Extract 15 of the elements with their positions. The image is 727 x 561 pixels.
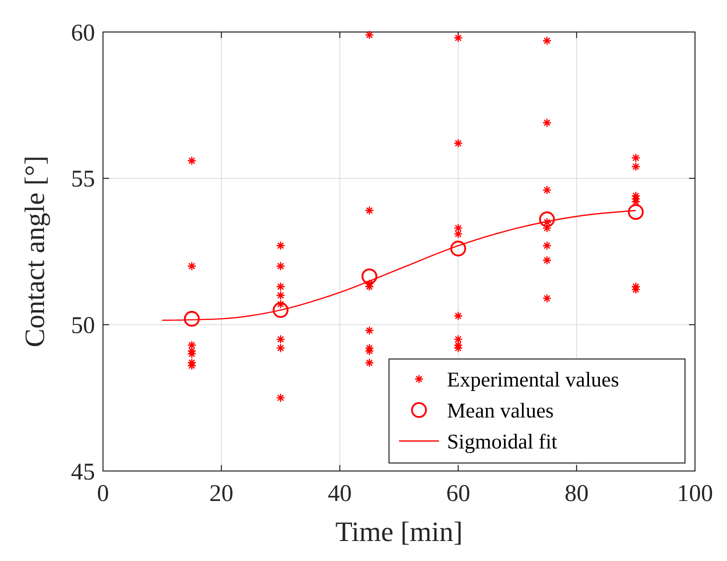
x-tick-label: 20 — [209, 481, 234, 507]
x-tick-label: 40 — [328, 481, 352, 507]
x-axis-title: Time [min] — [335, 517, 463, 548]
y-tick-label: 55 — [71, 166, 95, 193]
legend-label: Experimental values — [447, 367, 620, 392]
y-tick-label: 60 — [71, 20, 95, 46]
y-axis-title: Contact angle [°] — [20, 156, 51, 348]
x-tick-label: 0 — [97, 481, 109, 507]
y-tick-label: 45 — [71, 459, 95, 486]
legend-label: Mean values — [447, 398, 554, 422]
x-tick-label: 100 — [677, 481, 713, 507]
x-tick-label: 80 — [564, 481, 589, 507]
x-tick-label: 60 — [446, 481, 470, 507]
legend-label: Sigmoidal fit — [447, 429, 558, 454]
y-tick-label: 50 — [71, 313, 95, 340]
